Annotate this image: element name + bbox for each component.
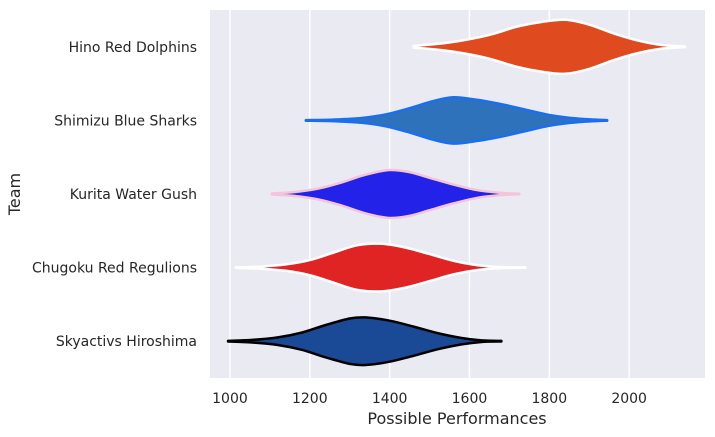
x-tick-label: 1600: [452, 391, 488, 407]
x-tick-label: 2000: [611, 391, 647, 407]
y-tick-label: Hino Red Dolphins: [69, 40, 197, 56]
violin-5: [226, 316, 503, 367]
x-tick-label: 1200: [292, 391, 328, 407]
y-axis-label: Team: [5, 173, 24, 216]
y-tick-labels: Hino Red Dolphins Shimizu Blue Sharks Kuri…: [32, 40, 197, 350]
violin-1: [412, 18, 687, 76]
y-tick-label: Chugoku Red Regulions: [32, 261, 197, 277]
x-tick-label: 1800: [531, 391, 567, 407]
violin-4: [234, 242, 527, 293]
x-tick-label: 1000: [212, 391, 248, 407]
violins: [226, 18, 687, 367]
y-tick-label: Skyactivs Hiroshima: [56, 334, 197, 350]
x-axis-label: Possible Performances: [367, 409, 546, 428]
violin-3: [270, 168, 521, 220]
violin-2: [304, 95, 609, 145]
x-tick-label: 1400: [372, 391, 408, 407]
y-tick-label: Shimizu Blue Sharks: [54, 113, 197, 129]
x-tick-labels: 1000 1200 1400 1600 1800 2000: [212, 391, 647, 407]
y-tick-label: Kurita Water Gush: [70, 187, 197, 203]
